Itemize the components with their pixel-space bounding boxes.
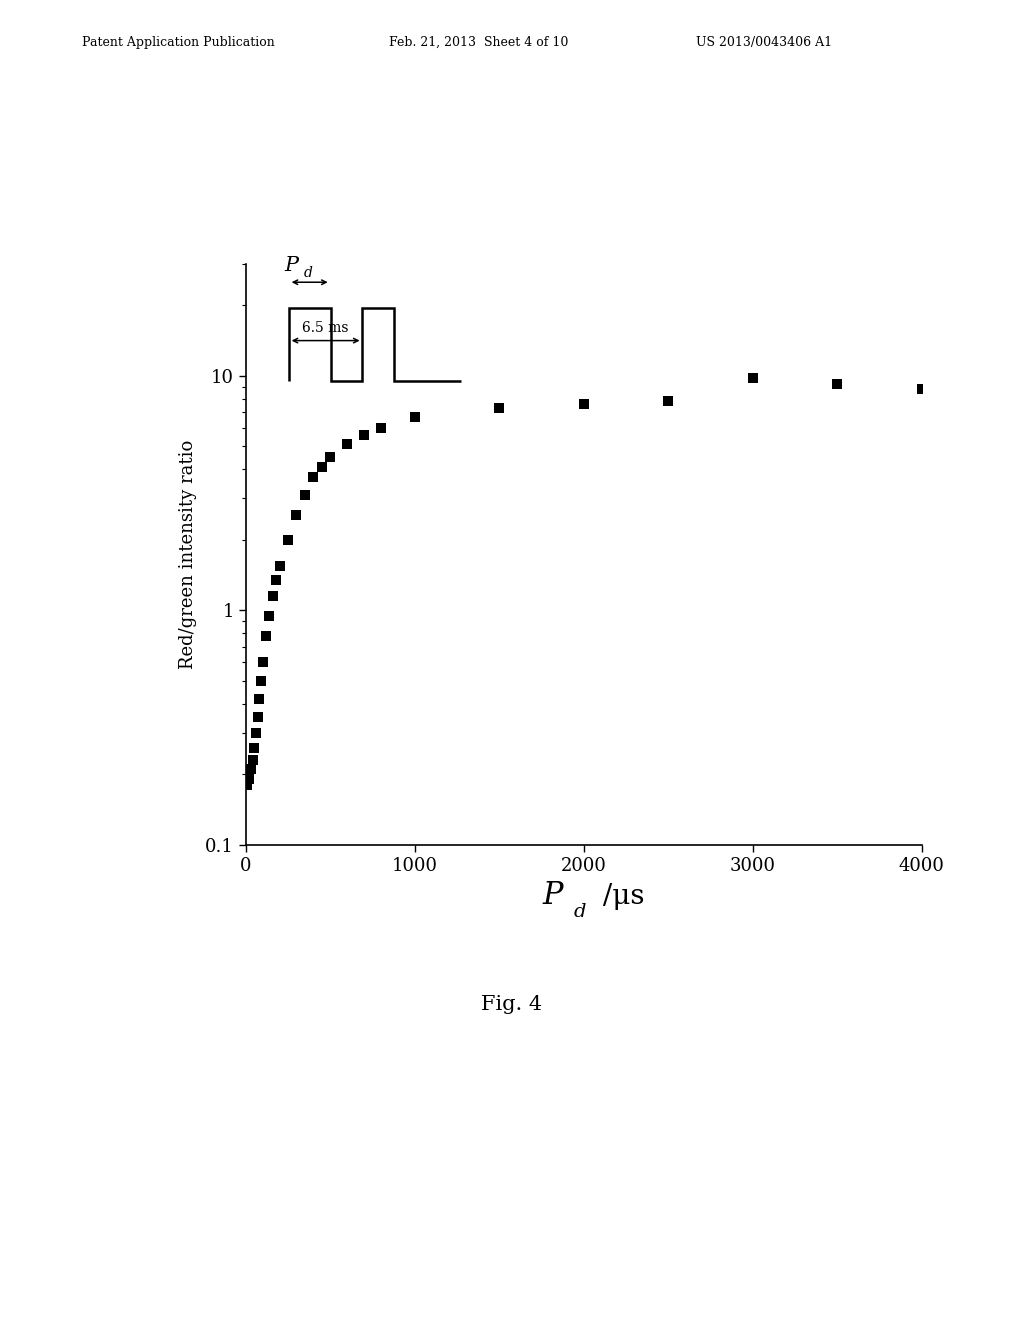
Point — [241, 768, 257, 789]
Point — [268, 569, 285, 590]
Point — [258, 626, 274, 647]
Text: Patent Application Publication: Patent Application Publication — [82, 36, 274, 49]
Point — [243, 759, 259, 780]
Text: d: d — [573, 903, 586, 921]
Point — [271, 556, 288, 577]
Point — [744, 367, 761, 388]
Point — [305, 466, 322, 487]
Point — [245, 750, 261, 771]
Point — [356, 424, 373, 445]
Point — [829, 374, 846, 395]
Point — [253, 671, 269, 692]
Text: Feb. 21, 2013  Sheet 4 of 10: Feb. 21, 2013 Sheet 4 of 10 — [389, 36, 568, 49]
Point — [254, 652, 270, 673]
Point — [251, 688, 267, 709]
Text: 6.5 ms: 6.5 ms — [302, 321, 349, 335]
Point — [659, 391, 676, 412]
Point — [250, 706, 266, 727]
Point — [280, 529, 296, 550]
Point — [575, 393, 592, 414]
Point — [246, 737, 262, 758]
Point — [913, 379, 930, 400]
Point — [261, 605, 278, 626]
Point — [407, 407, 423, 428]
Text: P: P — [284, 256, 298, 275]
Point — [240, 775, 256, 796]
Text: Fig. 4: Fig. 4 — [481, 995, 543, 1014]
Point — [373, 417, 389, 438]
Text: US 2013/0043406 A1: US 2013/0043406 A1 — [696, 36, 833, 49]
Text: d: d — [303, 267, 312, 280]
Text: /μs: /μs — [594, 883, 644, 911]
Point — [289, 504, 305, 525]
Text: P: P — [543, 880, 563, 911]
Y-axis label: Red/green intensity ratio: Red/green intensity ratio — [179, 440, 197, 669]
Point — [297, 484, 313, 506]
Point — [339, 434, 355, 455]
Point — [313, 457, 330, 478]
Point — [264, 586, 281, 607]
Point — [492, 397, 508, 418]
Point — [248, 722, 264, 743]
Point — [322, 446, 338, 467]
